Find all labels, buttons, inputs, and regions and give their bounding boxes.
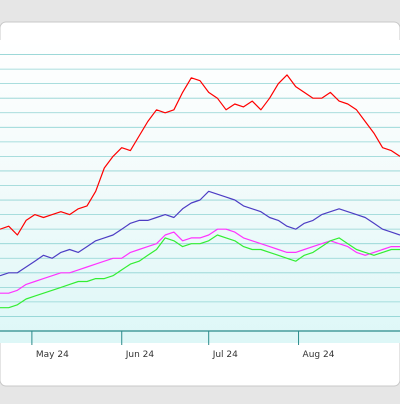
series-line-4 — [0, 234, 400, 309]
series-line-3 — [0, 228, 400, 294]
x-tick-label: Aug 24 — [303, 350, 335, 360]
series-line-2 — [0, 190, 400, 277]
plot-area-background — [0, 40, 400, 343]
grid-lines — [0, 54, 400, 317]
series-line-1 — [0, 74, 400, 236]
x-tick-label: May 24 — [36, 350, 69, 360]
x-tick-label: Jun 24 — [125, 350, 155, 360]
series-lines — [0, 74, 400, 309]
x-tick-label: Jul 24 — [212, 350, 238, 360]
x-axis-ticks: May 24 Jun 24 Jul 24 Aug 24 — [31, 331, 335, 360]
